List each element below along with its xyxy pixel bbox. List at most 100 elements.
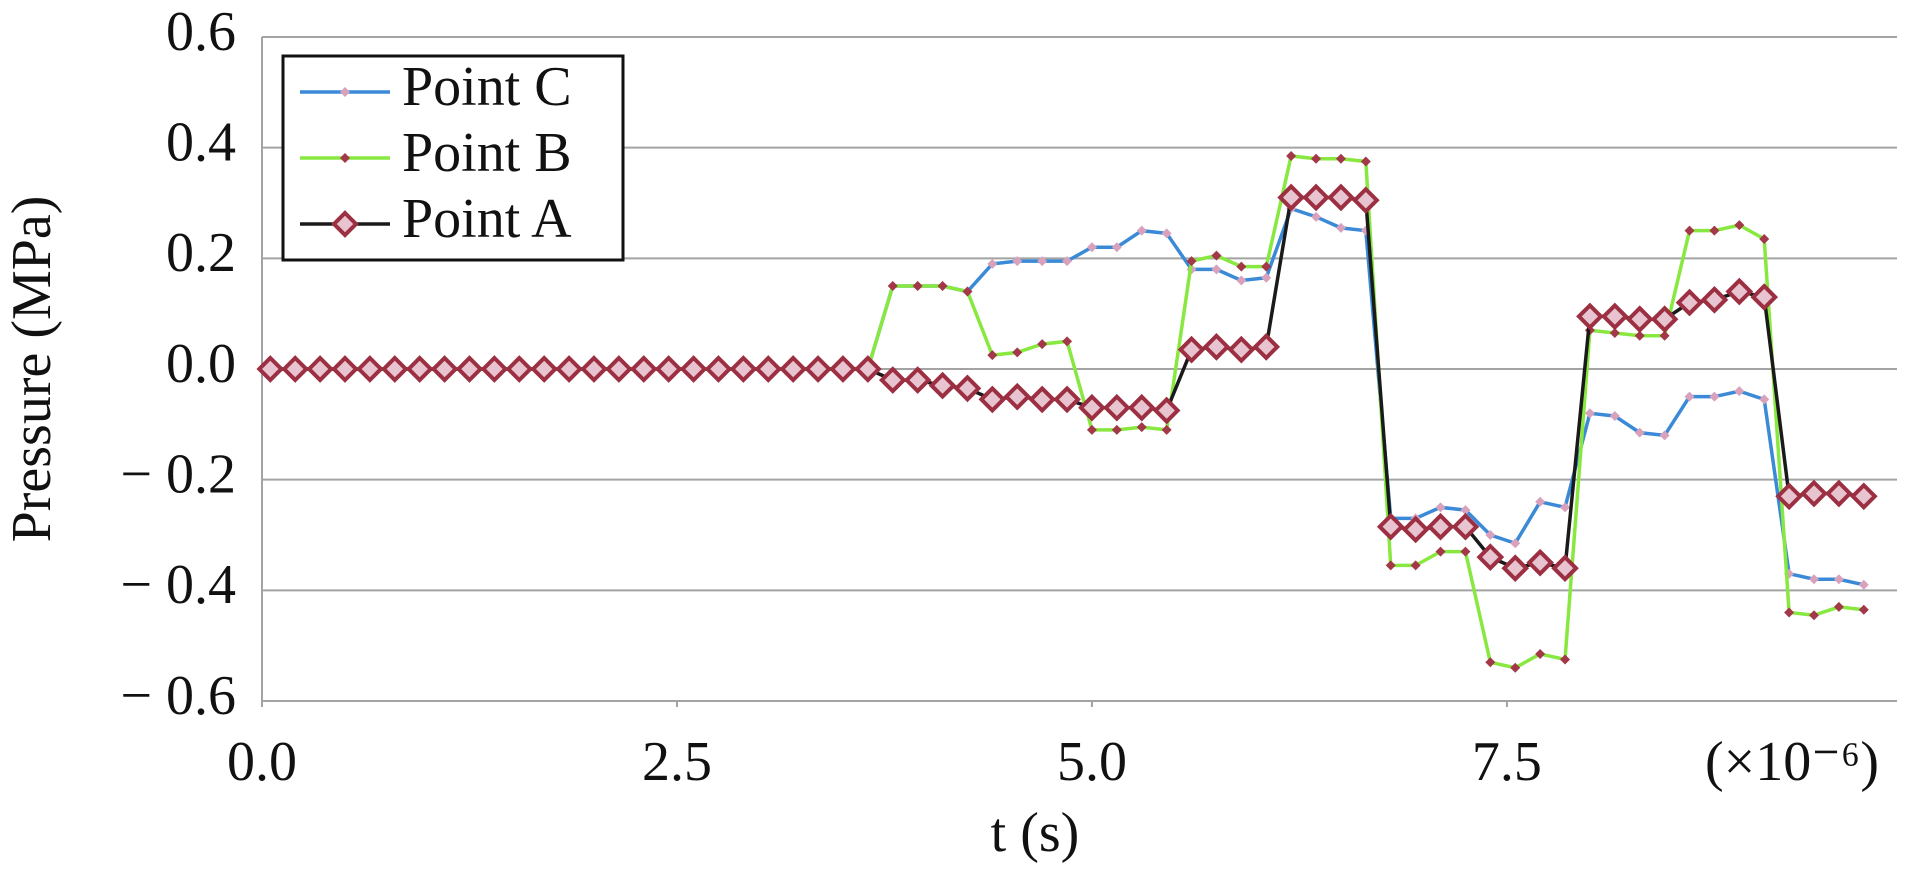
marker	[1584, 408, 1595, 419]
marker	[1211, 250, 1222, 261]
marker	[629, 355, 658, 383]
y-tick-label: − 0.2	[120, 444, 236, 506]
y-tick-label: 0.6	[166, 1, 236, 63]
marker	[1734, 220, 1745, 231]
marker	[928, 371, 957, 400]
marker	[1849, 482, 1878, 511]
marker	[1510, 538, 1521, 549]
marker	[1435, 546, 1446, 557]
marker	[1335, 222, 1346, 233]
marker	[1775, 482, 1803, 511]
marker	[978, 385, 1007, 414]
marker	[555, 355, 583, 383]
marker	[1535, 496, 1546, 507]
y-tick-label: − 0.4	[120, 554, 236, 616]
marker	[1376, 512, 1405, 541]
marker	[779, 355, 807, 383]
marker	[1800, 479, 1828, 508]
marker	[1261, 272, 1272, 283]
marker	[754, 355, 783, 383]
marker	[1460, 505, 1471, 516]
legend-label: Point B	[402, 122, 572, 184]
marker	[1551, 554, 1579, 583]
marker	[1136, 225, 1147, 236]
y-axis-label: Pressure (MPa)	[1, 196, 63, 543]
marker	[1136, 422, 1147, 433]
marker	[1037, 339, 1048, 350]
x-tick-label: 0.0	[227, 731, 297, 793]
marker	[1111, 424, 1122, 435]
marker	[1709, 391, 1720, 402]
marker	[1086, 424, 1097, 435]
marker	[331, 210, 359, 238]
marker	[1302, 183, 1330, 212]
y-tick-label: 0.2	[166, 222, 236, 284]
marker	[1161, 424, 1172, 435]
marker	[1410, 560, 1421, 571]
marker	[340, 87, 350, 97]
marker	[1360, 156, 1371, 167]
marker	[1825, 479, 1853, 508]
marker	[1311, 211, 1322, 222]
marker	[1103, 393, 1131, 422]
marker	[1833, 601, 1844, 612]
marker	[962, 286, 973, 297]
marker	[1609, 411, 1620, 422]
marker	[953, 374, 982, 403]
marker	[1062, 256, 1073, 267]
marker	[878, 366, 907, 394]
marker	[1709, 225, 1720, 236]
marker	[1700, 286, 1729, 314]
marker	[1062, 336, 1073, 347]
marker	[1037, 256, 1048, 267]
x-axis-label: t (s)	[991, 802, 1080, 864]
marker	[1385, 560, 1396, 571]
y-tick-label: − 0.6	[120, 665, 236, 727]
marker	[1833, 574, 1844, 585]
marker	[340, 153, 350, 163]
marker	[1012, 256, 1023, 267]
marker	[1634, 330, 1645, 341]
y-tick-label: 0.0	[166, 333, 236, 395]
marker	[1286, 150, 1297, 161]
marker	[1261, 261, 1272, 272]
marker	[455, 355, 484, 383]
marker	[987, 258, 998, 269]
marker	[1177, 335, 1206, 364]
marker	[1003, 382, 1032, 411]
marker	[1684, 225, 1695, 236]
marker	[1152, 396, 1181, 425]
marker	[1600, 302, 1629, 331]
series	[256, 183, 1878, 583]
marker	[1501, 554, 1530, 583]
marker	[1759, 233, 1770, 244]
marker	[1809, 574, 1820, 585]
marker	[854, 355, 882, 383]
marker	[1784, 607, 1795, 618]
marker	[1236, 275, 1247, 286]
marker	[1725, 277, 1754, 306]
marker	[1202, 333, 1231, 361]
marker	[1335, 153, 1346, 164]
marker	[1186, 256, 1197, 267]
marker	[1650, 305, 1679, 334]
marker	[912, 281, 923, 291]
marker	[1352, 186, 1380, 215]
marker	[937, 281, 948, 291]
marker	[1078, 393, 1106, 422]
marker	[306, 355, 334, 383]
marker	[1659, 330, 1670, 341]
marker	[430, 355, 459, 383]
marker	[281, 355, 310, 383]
marker	[1012, 347, 1023, 358]
marker	[1127, 393, 1156, 422]
marker	[679, 355, 708, 383]
x-axis-annotation: (×10⁻⁶)	[1705, 731, 1879, 793]
marker	[1510, 662, 1521, 673]
marker	[1809, 610, 1820, 621]
marker	[704, 355, 733, 383]
x-tick-label: 2.5	[642, 731, 712, 793]
marker	[1236, 261, 1247, 272]
